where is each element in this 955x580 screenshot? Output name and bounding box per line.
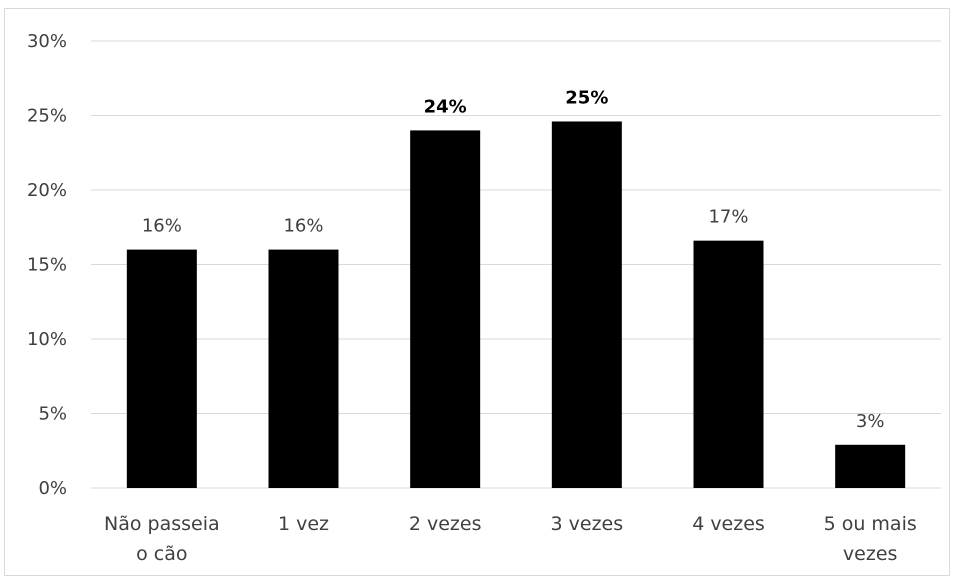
y-tick-label: 15%	[27, 255, 67, 276]
y-tick-label: 25%	[27, 106, 67, 127]
bar-chart: 0% 5% 10% 15% 20% 25% 30% 16% 16% 24% 25% 17% 3% Nã…	[27, 31, 941, 565]
data-labels: 16% 16% 24% 25% 17% 3%	[142, 87, 885, 431]
bar	[268, 249, 339, 488]
y-tick-label: 10%	[27, 329, 67, 350]
x-tick-label: Não passeia o cão	[104, 513, 220, 565]
data-label: 3%	[856, 411, 885, 432]
gridlines	[91, 40, 941, 489]
data-label: 17%	[708, 207, 748, 228]
y-tick-label: 20%	[27, 180, 67, 201]
data-label: 25%	[565, 87, 608, 108]
y-axis-tick-labels: 0% 5% 10% 15% 20% 25% 30%	[27, 31, 67, 499]
bar	[410, 130, 481, 488]
chart-area: 0% 5% 10% 15% 20% 25% 30% 16% 16% 24% 25% 17% 3% Nã…	[4, 8, 950, 576]
y-tick-label: 0%	[38, 478, 67, 499]
x-tick-label: 4 vezes	[692, 513, 765, 535]
x-tick-label: 1 vez	[278, 513, 329, 535]
bar	[835, 444, 906, 488]
data-label: 24%	[424, 96, 467, 117]
data-label: 16%	[142, 216, 182, 237]
x-tick-label: 5 ou mais vezes	[824, 513, 917, 565]
bar	[126, 249, 197, 488]
bar	[693, 240, 764, 488]
bars	[126, 121, 906, 489]
x-axis-category-labels: Não passeia o cão 1 vez 2 vezes 3 vezes 4 vez…	[104, 513, 917, 565]
bar	[551, 121, 622, 489]
x-tick-label: 2 vezes	[409, 513, 482, 535]
y-tick-label: 5%	[38, 404, 67, 425]
y-tick-label: 30%	[27, 31, 67, 52]
x-tick-label: 3 vezes	[551, 513, 624, 535]
data-label: 16%	[283, 216, 323, 237]
